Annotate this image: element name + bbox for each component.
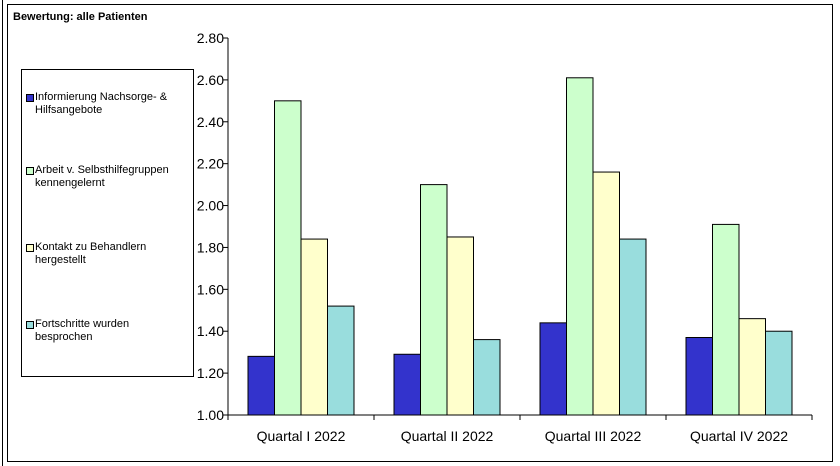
y-tick-label: 2.80 xyxy=(197,30,224,46)
legend-swatch-fortschritte xyxy=(26,321,34,329)
y-tick-label: 2.00 xyxy=(197,198,224,214)
legend-item-fortschritte: Fortschritte wurden besprochen xyxy=(26,318,188,344)
legend-label-selbsthilfegruppen: Arbeit v. Selbsthilfegruppen kennengeler… xyxy=(35,164,169,189)
legend-swatch-informierung xyxy=(26,94,34,102)
bar-3-2 xyxy=(446,236,474,416)
legend-item-behandlern: Kontakt zu Behandlern hergestellt xyxy=(26,241,188,267)
y-tick-label: 2.20 xyxy=(197,156,224,172)
legend-item-selbsthilfegruppen: Arbeit v. Selbsthilfegruppen kennengeler… xyxy=(26,164,188,190)
x-tick-label: Quartal III 2022 xyxy=(545,428,642,444)
legend-swatch-selbsthilfegruppen xyxy=(26,167,34,175)
y-tick-label: 1.60 xyxy=(197,281,224,297)
y-tick-label: 1.80 xyxy=(197,239,224,255)
y-tick-label: 2.40 xyxy=(197,114,224,130)
bar-1-2 xyxy=(393,353,421,416)
legend-label-fortschritte: Fortschritte wurden besprochen xyxy=(35,318,130,343)
bar-4-1 xyxy=(327,305,355,416)
bar-2-3 xyxy=(566,77,594,416)
bar-3-4 xyxy=(738,318,766,416)
bar-3-1 xyxy=(300,238,328,416)
y-tick-label: 1.20 xyxy=(197,365,224,381)
bar-4-3 xyxy=(619,238,647,416)
legend-item-informierung: Informierung Nachsorge- & Hilfsangebote xyxy=(26,91,188,117)
bar-4-4 xyxy=(765,330,793,416)
bar-2-4 xyxy=(712,223,740,416)
page-left-rule xyxy=(2,0,3,466)
bar-2-1 xyxy=(274,100,302,416)
bar-2-2 xyxy=(420,184,448,416)
chart-legend: Informierung Nachsorge- & Hilfsangebote … xyxy=(21,69,194,377)
bar-1-3 xyxy=(539,322,567,416)
chart-title: Bewertung: alle Patienten xyxy=(13,11,148,23)
bar-4-2 xyxy=(473,339,501,416)
bar-1-1 xyxy=(247,355,275,416)
legend-label-informierung: Informierung Nachsorge- & Hilfsangebote xyxy=(35,91,168,116)
legend-label-behandlern: Kontakt zu Behandlern hergestellt xyxy=(35,241,147,266)
x-tick-label: Quartal II 2022 xyxy=(401,428,494,444)
x-tick-label: Quartal IV 2022 xyxy=(690,428,788,444)
y-tick-label: 2.60 xyxy=(197,72,224,88)
x-tick-label: Quartal I 2022 xyxy=(257,428,346,444)
y-tick-label: 1.00 xyxy=(197,407,224,423)
y-tick-label: 1.40 xyxy=(197,323,224,339)
bar-1-4 xyxy=(685,337,713,416)
legend-swatch-behandlern xyxy=(26,244,34,252)
bar-3-3 xyxy=(592,171,620,416)
